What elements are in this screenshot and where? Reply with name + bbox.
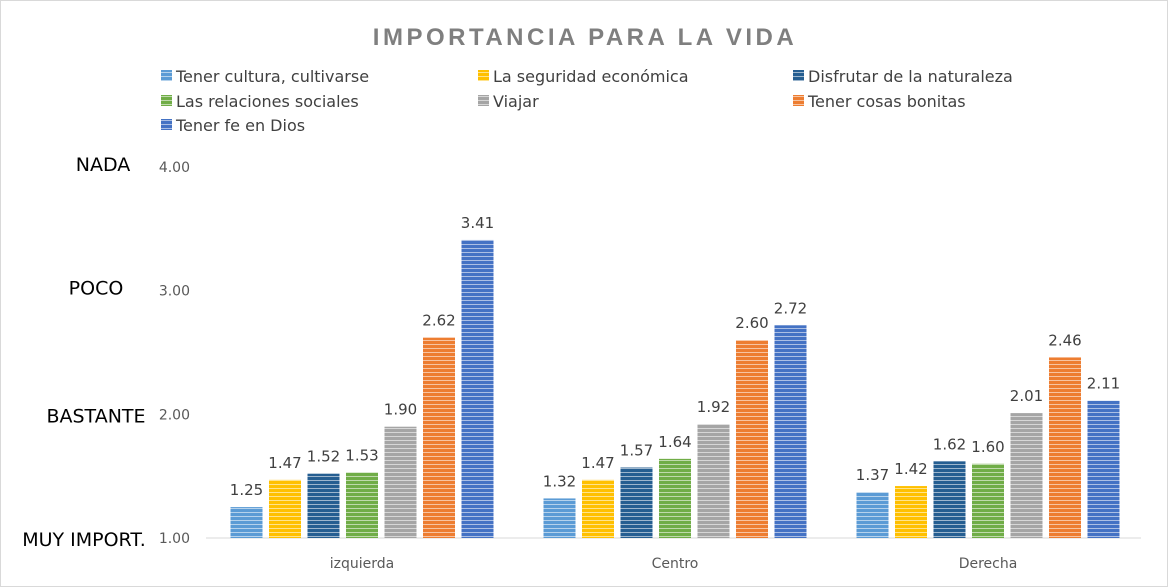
bar [346, 472, 378, 538]
bar [697, 424, 730, 538]
level-label: NADA [76, 154, 131, 176]
legend-item: La seguridad económica [478, 67, 689, 86]
legend-swatch [478, 95, 489, 106]
legend-label: La seguridad económica [493, 67, 689, 86]
level-label: POCO [69, 278, 124, 300]
legend-label: Disfrutar de la naturaleza [808, 67, 1013, 86]
data-label: 2.46 [1048, 331, 1081, 349]
bar [384, 426, 417, 538]
data-label: 2.60 [735, 314, 768, 332]
data-label: 1.53 [345, 446, 378, 464]
legend-item: Tener cultura, cultivarse [161, 67, 369, 86]
bar [972, 463, 1004, 538]
data-label: 1.60 [971, 438, 1004, 456]
legend-swatch [161, 95, 172, 106]
bar [620, 467, 653, 538]
data-labels: 1.25 1.47 1.52 1.53 1.90 2.62 3.41 1.32 1.47 1.57… [230, 214, 1120, 499]
legend-swatch [793, 70, 804, 81]
bar [933, 461, 966, 538]
legend-swatch [478, 70, 489, 81]
level-label: BASTANTE [46, 405, 145, 427]
data-label: 2.11 [1087, 375, 1120, 393]
bar [1087, 400, 1120, 538]
y-tick-label: 1.00 [159, 531, 190, 547]
data-label: 2.01 [1010, 387, 1043, 405]
bar [659, 458, 691, 538]
data-label: 1.90 [384, 401, 417, 419]
y-tick-label: 4.00 [159, 160, 190, 176]
legend-item: Tener fe en Dios [161, 116, 305, 135]
y-tick-label: 2.00 [159, 407, 190, 423]
bar [856, 492, 889, 538]
bar [895, 486, 927, 538]
legend-swatch [161, 70, 172, 81]
bar [230, 507, 263, 538]
level-label: MUY IMPORT. [22, 529, 146, 551]
legend-swatch [161, 119, 172, 130]
bar [543, 498, 576, 538]
legend-swatch [793, 95, 804, 106]
data-label: 1.62 [933, 435, 966, 453]
category-label: Derecha [959, 556, 1018, 572]
data-label: 2.72 [774, 299, 807, 317]
legend-label: Tener cosas bonitas [807, 92, 966, 111]
legend-label: Las relaciones sociales [176, 92, 359, 111]
category-label: Centro [652, 556, 699, 572]
bar [423, 337, 455, 538]
legend-label: Tener cultura, cultivarse [175, 67, 369, 86]
bar [461, 239, 494, 539]
bar [582, 479, 614, 538]
category-label: izquierda [330, 556, 394, 572]
legend-item: Las relaciones sociales [161, 92, 359, 111]
legend-item: Tener cosas bonitas [793, 92, 966, 111]
legend-item: Disfrutar de la naturaleza [793, 67, 1013, 86]
bar [307, 473, 340, 538]
axes: 1.00 2.00 3.00 4.00 MUY IMPORT. BASTANTE POCO N… [22, 154, 1141, 572]
legend-item: Viajar [478, 92, 539, 111]
legend-label: Tener fe en Dios [175, 116, 305, 135]
legend-label: Viajar [493, 92, 539, 111]
legend: Tener cultura, cultivarse La seguridad ec… [161, 67, 1013, 135]
data-label: 1.92 [697, 398, 730, 416]
data-label: 1.42 [894, 460, 927, 478]
bars [230, 239, 1120, 539]
bar [1010, 413, 1043, 538]
data-label: 3.41 [461, 214, 494, 232]
data-label: 1.57 [620, 442, 653, 460]
data-label: 1.47 [581, 454, 614, 472]
bar [1049, 357, 1081, 538]
data-label: 1.52 [307, 448, 340, 466]
data-label: 1.25 [230, 481, 263, 499]
data-label: 1.64 [658, 433, 691, 451]
bar [774, 325, 807, 538]
data-label: 1.37 [856, 466, 889, 484]
chart-title: IMPORTANCIA PARA LA VIDA [373, 24, 797, 51]
y-tick-label: 3.00 [159, 284, 190, 300]
data-label: 1.47 [268, 454, 301, 472]
bar [736, 340, 768, 538]
data-label: 1.32 [543, 472, 576, 490]
data-label: 2.62 [422, 312, 455, 330]
bar [269, 479, 301, 538]
